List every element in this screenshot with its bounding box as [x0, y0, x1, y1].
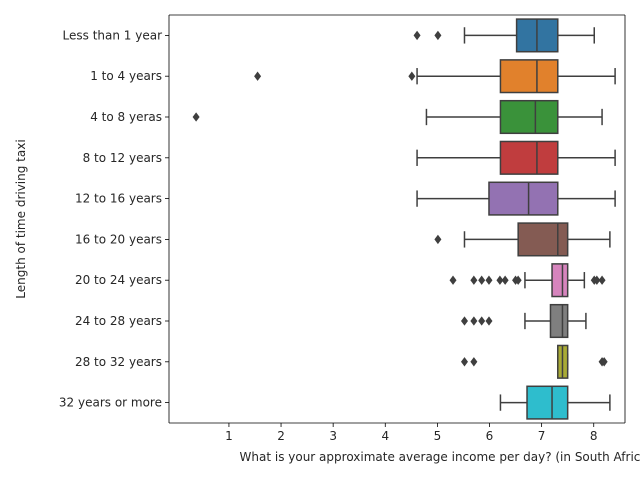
outlier-point [192, 112, 200, 122]
box-8 [460, 344, 608, 379]
outlier-point [413, 30, 421, 41]
outlier-point [501, 275, 509, 285]
outlier-point [600, 357, 608, 367]
axes-frame [168, 14, 626, 424]
box-7 [460, 303, 587, 339]
box-iqr [526, 385, 569, 420]
y-tick-label: 32 years or more [59, 396, 162, 410]
box-5 [434, 222, 611, 257]
y-tick-label: Less than 1 year [63, 28, 163, 42]
outlier-point [470, 275, 478, 285]
box-6 [449, 263, 606, 298]
outlier-point [470, 316, 478, 326]
x-tick-label: 3 [329, 429, 337, 443]
box-0 [413, 18, 596, 53]
x-tick-label: 7 [538, 429, 546, 443]
box-iqr [499, 59, 559, 94]
box-iqr [517, 222, 569, 257]
y-tick-label: 24 to 28 years [75, 314, 162, 328]
box-iqr [549, 303, 569, 339]
y-axis-ticks: Less than 1 year 1 to 4 years 4 to 8 yeras… [59, 28, 169, 410]
box-1 [254, 59, 616, 94]
box-iqr [551, 263, 569, 298]
outlier-point [460, 316, 468, 326]
box-3 [416, 140, 616, 175]
outlier-point [434, 234, 442, 245]
y-tick-label: 20 to 24 years [75, 273, 162, 287]
outlier-point [496, 275, 504, 285]
outlier-point [434, 30, 442, 41]
box-9 [499, 385, 611, 420]
outlier-point [593, 275, 601, 285]
box-group [192, 18, 616, 420]
outlier-point [514, 275, 522, 285]
outlier-point [485, 275, 493, 285]
y-tick-label: 1 to 4 years [90, 69, 162, 83]
y-tick-label: 4 to 8 yeras [90, 110, 162, 124]
x-axis-label: What is your approximate average income … [240, 450, 640, 464]
x-tick-label: 5 [434, 429, 442, 443]
outlier-point [485, 316, 493, 326]
x-tick-label: 8 [590, 429, 598, 443]
y-tick-label: 12 to 16 years [75, 192, 162, 206]
y-tick-label: 16 to 20 years [75, 232, 162, 246]
outlier-point [254, 71, 262, 81]
box-iqr [499, 99, 559, 135]
outlier-point [460, 357, 468, 367]
x-axis-ticks: 1 2 3 4 5 6 7 8 [225, 423, 598, 443]
y-axis-label: Length of time driving taxi [14, 139, 28, 298]
outlier-point [449, 275, 457, 285]
outlier-point [408, 71, 416, 81]
y-tick-label: 28 to 32 years [75, 355, 162, 369]
outlier-point [470, 357, 478, 367]
outlier-point [478, 275, 486, 285]
box-2 [192, 99, 603, 135]
y-tick-label: 8 to 12 years [83, 151, 162, 165]
box-iqr [488, 181, 559, 216]
box-iqr [499, 140, 559, 175]
x-tick-label: 4 [381, 429, 389, 443]
box-4 [416, 181, 616, 216]
x-tick-label: 1 [225, 429, 233, 443]
x-tick-label: 2 [277, 429, 285, 443]
outlier-point [598, 275, 606, 285]
outlier-point [478, 316, 486, 326]
x-tick-label: 6 [486, 429, 494, 443]
